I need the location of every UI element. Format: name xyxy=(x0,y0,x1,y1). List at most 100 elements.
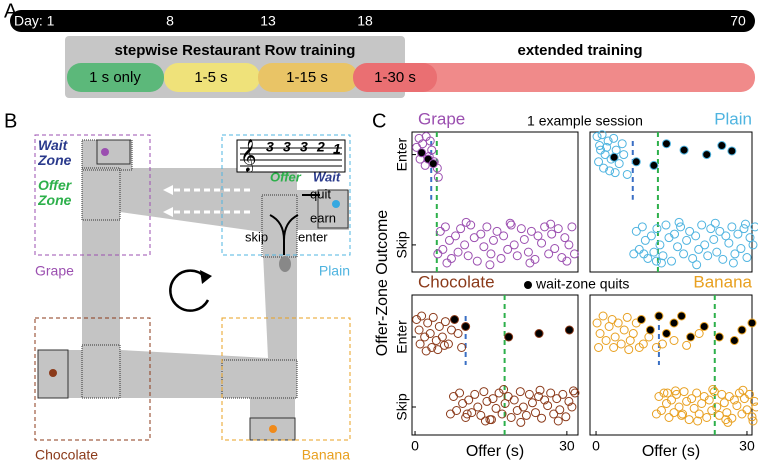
offer-zone-label: Offer Zone xyxy=(38,178,71,208)
point xyxy=(543,401,553,411)
point xyxy=(472,256,482,266)
point xyxy=(609,343,619,352)
point xyxy=(562,256,572,266)
point xyxy=(717,389,727,399)
point xyxy=(629,249,639,259)
point xyxy=(729,395,739,405)
point xyxy=(664,413,674,422)
point xyxy=(715,226,725,236)
arrow-head xyxy=(200,270,212,284)
enter-label: enter xyxy=(298,229,328,244)
point xyxy=(523,247,533,257)
feeder-dot xyxy=(49,369,57,377)
point xyxy=(634,244,644,254)
point xyxy=(442,258,452,268)
point xyxy=(564,240,574,250)
point xyxy=(486,249,496,259)
tone-note: 1 xyxy=(333,141,341,157)
point xyxy=(692,388,702,398)
point xyxy=(685,226,695,236)
point xyxy=(616,339,626,349)
chart-title: Plain xyxy=(714,109,752,128)
circular-arrow xyxy=(169,269,210,312)
point xyxy=(702,150,712,160)
point xyxy=(599,163,609,173)
tone-note: 3 xyxy=(300,139,308,155)
point xyxy=(628,329,638,338)
point xyxy=(438,244,448,254)
point xyxy=(657,339,667,349)
point xyxy=(601,336,611,345)
point xyxy=(610,332,620,342)
plot-frame xyxy=(411,131,579,273)
point xyxy=(748,240,758,250)
point xyxy=(488,235,498,245)
point xyxy=(461,217,471,227)
stepwise-title: stepwise Restaurant Row training xyxy=(115,42,356,59)
stage-label: 1-30 s xyxy=(374,69,416,86)
point xyxy=(470,389,480,399)
point xyxy=(486,415,496,425)
offer-zone xyxy=(261,194,298,258)
maze-center xyxy=(120,212,268,358)
point xyxy=(515,387,525,397)
point xyxy=(691,231,701,241)
point xyxy=(638,339,648,349)
point xyxy=(686,332,696,342)
point xyxy=(553,416,563,426)
point xyxy=(533,231,543,241)
point xyxy=(485,260,495,270)
point xyxy=(670,229,680,239)
extended-title: extended training xyxy=(517,42,642,59)
point xyxy=(682,235,692,245)
day-label: Day: 1 xyxy=(14,13,55,29)
point xyxy=(550,244,560,254)
point xyxy=(526,226,536,236)
restaurant-box xyxy=(34,134,151,256)
point xyxy=(693,416,703,426)
point xyxy=(744,389,754,399)
stage-label: 1-5 s xyxy=(194,69,227,86)
point xyxy=(499,385,509,394)
earn-label: earn xyxy=(310,210,336,225)
skip-label: skip xyxy=(245,229,268,244)
point xyxy=(742,405,752,415)
point xyxy=(434,322,444,331)
point xyxy=(609,133,619,143)
point xyxy=(570,388,580,398)
y-tick-label: Enter xyxy=(394,320,410,354)
day-label: 13 xyxy=(260,13,276,29)
point xyxy=(721,415,731,425)
point xyxy=(729,336,739,345)
day-label: 18 xyxy=(357,13,373,29)
point xyxy=(619,150,629,160)
point xyxy=(702,413,712,422)
point xyxy=(519,234,529,244)
point xyxy=(673,242,683,252)
point xyxy=(703,251,713,261)
circular-arrow xyxy=(176,277,203,308)
point xyxy=(669,336,679,345)
point xyxy=(547,229,557,239)
point xyxy=(667,256,677,266)
point xyxy=(684,415,694,425)
offer-zone xyxy=(81,344,121,399)
point xyxy=(649,247,659,257)
point xyxy=(609,152,619,162)
point xyxy=(595,329,605,338)
point xyxy=(748,416,758,426)
point xyxy=(535,385,545,395)
point xyxy=(425,329,435,338)
feeder-dot xyxy=(101,148,109,156)
point xyxy=(750,396,758,406)
point xyxy=(444,235,454,245)
point xyxy=(433,249,443,259)
point xyxy=(712,402,722,412)
point xyxy=(445,409,455,419)
point xyxy=(694,244,704,254)
point xyxy=(747,412,757,422)
point xyxy=(540,395,550,405)
point xyxy=(558,389,568,399)
y-tick-label: Enter xyxy=(394,138,410,172)
arrow-head xyxy=(163,185,173,195)
